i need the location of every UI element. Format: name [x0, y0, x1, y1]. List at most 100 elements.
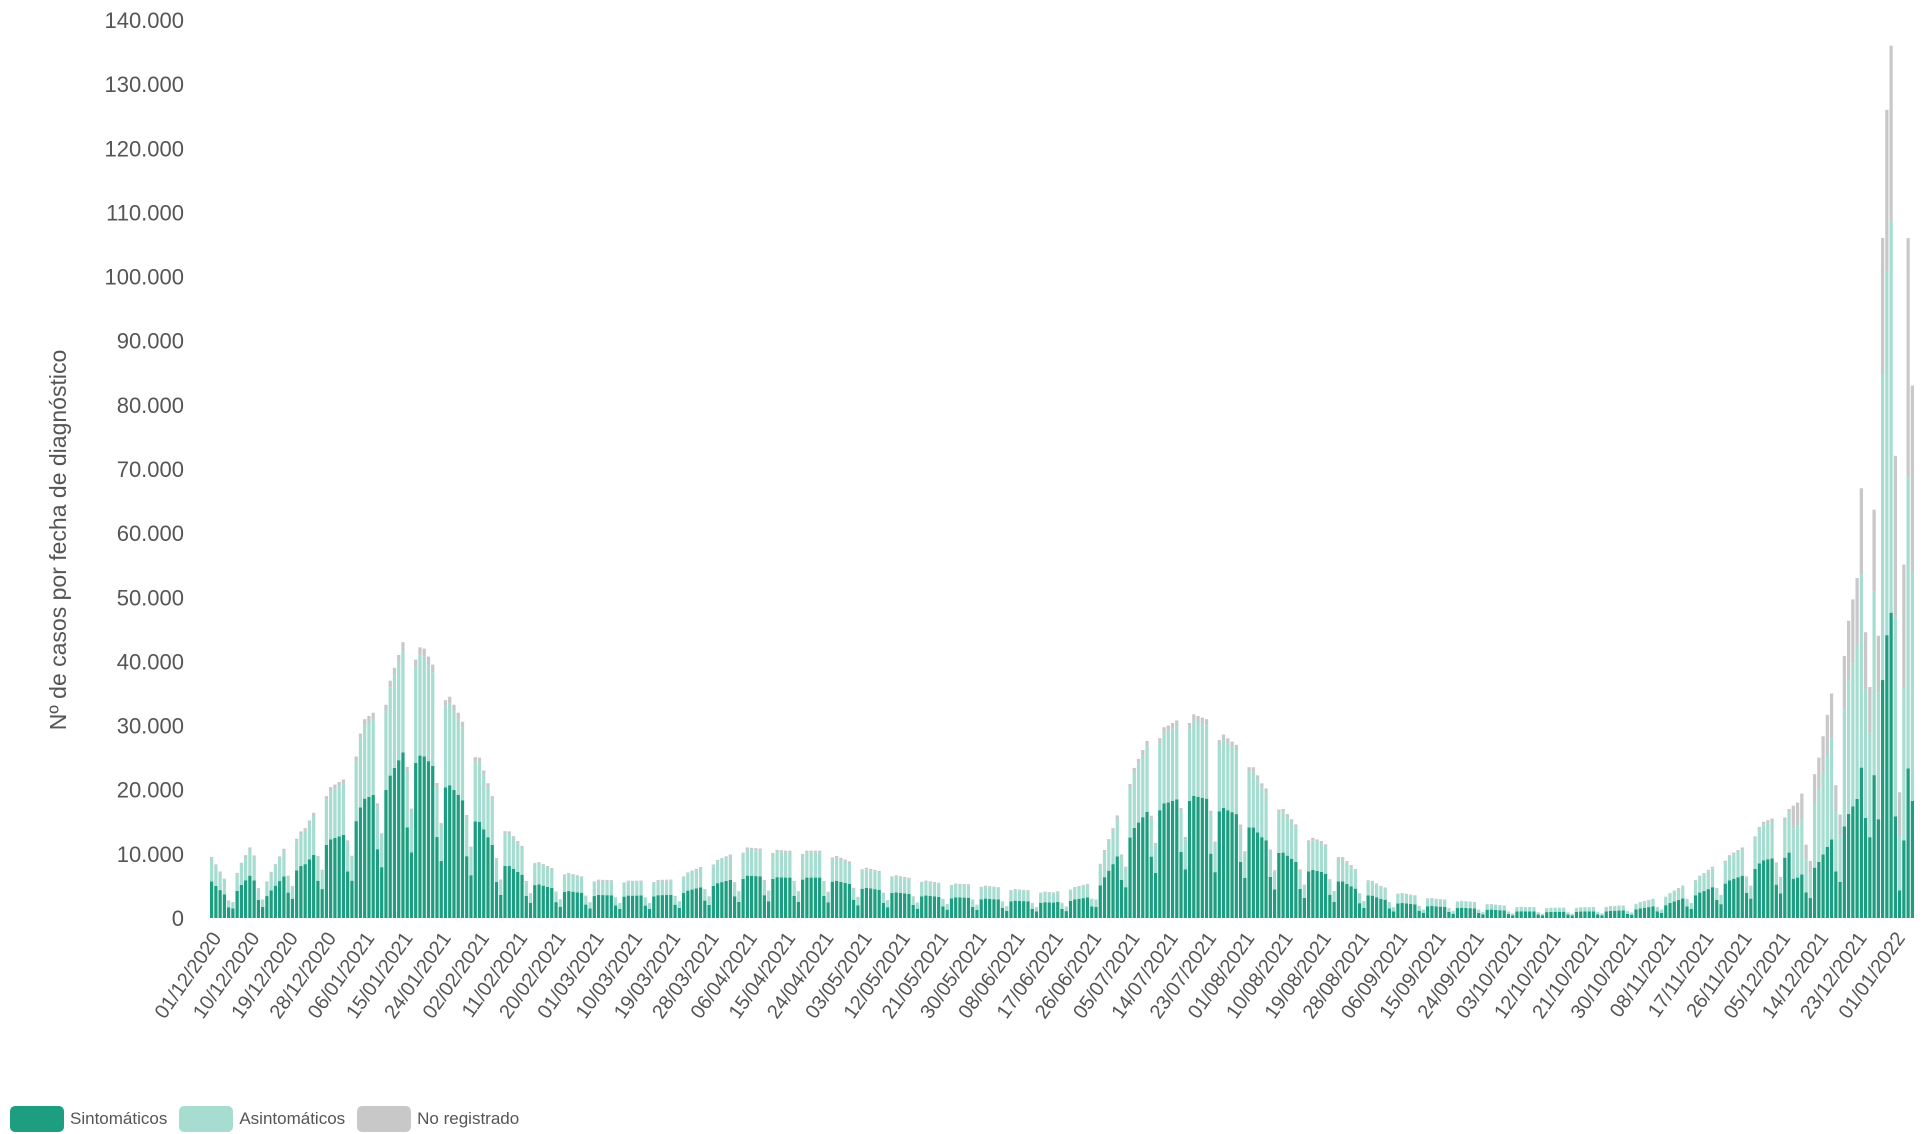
bar-sintomaticos: [401, 752, 405, 918]
bar-sintomaticos: [1460, 907, 1464, 918]
bar-no-registrado: [792, 880, 796, 883]
bar-asintomaticos: [966, 885, 971, 898]
bar-asintomaticos: [1481, 912, 1485, 915]
bar-sintomaticos: [1451, 913, 1455, 918]
bar-asintomaticos: [414, 667, 418, 763]
bar-asintomaticos: [380, 835, 384, 868]
bar-no-registrado: [652, 881, 656, 884]
bar-no-registrado: [482, 770, 486, 775]
bar-sintomaticos: [1481, 914, 1485, 918]
bar-asintomaticos: [1285, 817, 1289, 856]
bar-sintomaticos: [592, 896, 596, 918]
bar-sintomaticos: [1430, 906, 1434, 918]
bar-asintomaticos: [1808, 872, 1812, 899]
bar-asintomaticos: [1179, 811, 1183, 852]
bar-sintomaticos: [1179, 851, 1183, 918]
bar-asintomaticos: [239, 864, 244, 885]
bar-no-registrado: [601, 879, 605, 881]
bar-no-registrado: [1808, 861, 1812, 873]
bar-sintomaticos: [971, 906, 975, 918]
bar-asintomaticos: [609, 881, 613, 896]
bar-no-registrado: [1715, 888, 1719, 889]
bar-sintomaticos: [1277, 852, 1281, 918]
bar-asintomaticos: [1545, 908, 1549, 913]
bar-asintomaticos: [256, 888, 261, 901]
bar-asintomaticos: [1485, 904, 1489, 910]
bar-sintomaticos: [1192, 795, 1196, 918]
bar-no-registrado: [669, 879, 673, 881]
bar-no-registrado: [1073, 887, 1077, 888]
bar-no-registrado: [528, 892, 533, 894]
bar-no-registrado: [1013, 889, 1017, 891]
bar-asintomaticos: [1591, 907, 1596, 912]
bar-asintomaticos: [554, 892, 558, 903]
bar-asintomaticos: [1659, 909, 1664, 913]
bar-sintomaticos: [724, 881, 728, 918]
bar-asintomaticos: [1655, 907, 1659, 912]
bar-no-registrado: [1396, 893, 1400, 895]
bar-no-registrado: [418, 647, 422, 656]
bar-asintomaticos: [1136, 763, 1141, 823]
bar-sintomaticos: [465, 856, 469, 918]
bar-sintomaticos: [873, 889, 877, 918]
bar-no-registrado: [1872, 509, 1876, 592]
bar-no-registrado: [1800, 793, 1804, 819]
bar-no-registrado: [622, 882, 626, 884]
legend-swatch-no-registrado: [357, 1106, 412, 1132]
bar-asintomaticos: [1515, 907, 1519, 912]
bar-no-registrado: [1383, 887, 1387, 889]
bar-asintomaticos: [1294, 827, 1298, 862]
bar-no-registrado: [1056, 891, 1060, 893]
bar-asintomaticos: [1277, 812, 1281, 853]
bar-sintomaticos: [473, 821, 477, 918]
bar-asintomaticos: [996, 888, 1000, 900]
bar-sintomaticos: [1545, 912, 1549, 918]
bar-asintomaticos: [1502, 905, 1506, 911]
bar-no-registrado: [426, 656, 431, 665]
bar-asintomaticos: [1370, 881, 1375, 896]
bar-no-registrado: [988, 886, 992, 888]
bar-asintomaticos: [1783, 820, 1787, 858]
bar-no-registrado: [852, 887, 856, 889]
bar-asintomaticos: [1090, 899, 1094, 907]
bar-no-registrado: [363, 719, 367, 726]
bar-no-registrado: [1740, 847, 1744, 850]
bar-asintomaticos: [660, 880, 664, 896]
bar-sintomaticos: [996, 899, 1000, 918]
bar-sintomaticos: [1115, 856, 1119, 918]
bar-sintomaticos: [1234, 814, 1238, 918]
bar-asintomaticos: [1409, 895, 1413, 904]
bar-sintomaticos: [1009, 901, 1013, 918]
bar-asintomaticos: [694, 870, 698, 889]
bar-asintomaticos: [1596, 911, 1600, 915]
bar-no-registrado: [1681, 885, 1685, 887]
bar-asintomaticos: [1579, 907, 1583, 912]
bar-sintomaticos: [1060, 908, 1064, 918]
bar-asintomaticos: [418, 655, 422, 756]
bar-asintomaticos: [1315, 841, 1319, 871]
bar-asintomaticos: [354, 761, 358, 822]
bar-sintomaticos: [227, 907, 231, 918]
bar-asintomaticos: [1540, 913, 1545, 916]
bar-no-registrado: [354, 756, 358, 762]
bar-sintomaticos: [341, 834, 346, 918]
bar-sintomaticos: [1540, 915, 1545, 918]
bar-asintomaticos: [261, 899, 265, 907]
bar-sintomaticos: [460, 800, 465, 918]
bar-no-registrado: [822, 880, 826, 883]
bar-sintomaticos: [618, 908, 622, 918]
bar-sintomaticos: [835, 880, 839, 918]
bar-asintomaticos: [1102, 852, 1107, 878]
bar-asintomaticos: [1234, 750, 1238, 815]
bar-sintomaticos: [1749, 898, 1753, 918]
bar-asintomaticos: [1247, 771, 1251, 828]
bar-asintomaticos: [805, 852, 809, 878]
bar-sintomaticos: [1893, 816, 1897, 918]
bar-no-registrado: [1719, 894, 1723, 896]
bar-no-registrado: [1043, 891, 1047, 893]
bar-sintomaticos: [864, 887, 869, 918]
bar-asintomaticos: [647, 903, 652, 909]
bar-asintomaticos: [1034, 907, 1039, 912]
bar-sintomaticos: [886, 907, 890, 918]
bar-asintomaticos: [1158, 743, 1162, 811]
